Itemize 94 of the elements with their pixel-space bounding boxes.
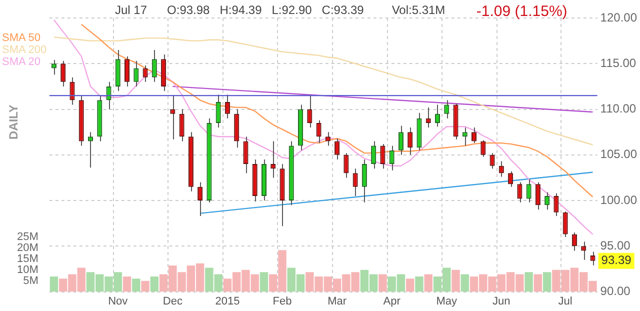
candlestick xyxy=(562,210,568,238)
bar xyxy=(406,278,414,292)
text: SMA 20 xyxy=(2,56,41,68)
y-tick-label: 100.00 xyxy=(600,192,638,207)
bar xyxy=(542,272,552,292)
candlestick xyxy=(270,140,276,178)
candlestick xyxy=(572,232,577,252)
candlestick xyxy=(344,152,349,178)
candlestick xyxy=(362,158,367,203)
candlestick xyxy=(508,170,514,188)
y-tick-label: 105.00 xyxy=(600,147,638,162)
x-tick-label: 2015 xyxy=(215,295,240,308)
candlestick xyxy=(216,94,221,128)
text: Jul 17 xyxy=(115,3,148,17)
candlestick xyxy=(316,120,322,144)
candlestick xyxy=(334,138,340,160)
candlestick xyxy=(472,127,477,144)
candlestick xyxy=(398,125,404,156)
bar xyxy=(424,274,432,292)
candlestick xyxy=(526,179,532,203)
text: Vol:5.31M xyxy=(392,3,446,17)
candlestick xyxy=(106,81,112,110)
candlestick xyxy=(179,108,184,142)
candlestick xyxy=(371,140,376,170)
candlestick xyxy=(444,100,450,119)
candlestick xyxy=(434,104,440,128)
text: C:93.39 xyxy=(322,3,364,17)
y2-tick-label: 25M xyxy=(16,231,38,244)
x-tick-label: Apr xyxy=(383,295,401,308)
x-tick-label: Mar xyxy=(328,295,347,308)
candlestick xyxy=(134,60,139,87)
y2-axis-title: DAILY xyxy=(6,104,20,140)
candlestick xyxy=(590,251,596,266)
candlestick xyxy=(198,182,203,217)
candlestick xyxy=(480,140,486,158)
x-tick-label: May xyxy=(436,295,458,308)
y-tick-label: 115.00 xyxy=(600,56,636,70)
y-tick-label: 120.00 xyxy=(600,10,638,24)
candlestick xyxy=(490,152,495,170)
x-tick-label: Jun xyxy=(492,295,510,308)
candlestick xyxy=(70,76,75,106)
x-tick-label: Nov xyxy=(108,295,128,308)
bar xyxy=(122,276,132,292)
candlestick xyxy=(544,192,550,210)
bar xyxy=(460,274,469,292)
bar xyxy=(378,274,387,292)
candlestick xyxy=(224,94,230,119)
candlestick xyxy=(408,127,413,156)
y-tick-label: 110.00 xyxy=(600,102,636,116)
bar xyxy=(524,272,533,292)
bar xyxy=(150,276,159,292)
series-label: SMA 200 xyxy=(2,44,47,56)
y-tick-label: 95.00 xyxy=(600,238,631,252)
bar xyxy=(50,276,58,292)
text: L:92.90 xyxy=(272,3,312,17)
y2-tick-label: 5M xyxy=(23,274,38,287)
bar xyxy=(141,280,150,292)
candlestick xyxy=(152,49,157,82)
x-tick-label: Feb xyxy=(272,295,292,308)
candlestick xyxy=(88,132,93,168)
candlestick xyxy=(51,59,56,76)
candlestick xyxy=(581,241,586,260)
candlestick xyxy=(380,143,386,170)
x-tick-label: Jul xyxy=(558,295,572,308)
bar xyxy=(534,274,542,292)
y2-tick-label: 20M xyxy=(16,242,38,254)
candlestick xyxy=(325,132,330,146)
candlestick xyxy=(352,168,358,196)
text: O:93.98 xyxy=(167,3,210,17)
annotation: -1.09 (1.15%) xyxy=(476,3,568,20)
y-tick-label: 90.00 xyxy=(600,284,631,298)
candlestick xyxy=(243,136,248,174)
bar xyxy=(260,272,268,292)
candlestick xyxy=(535,182,540,210)
candlestick xyxy=(462,127,468,146)
bar xyxy=(415,276,424,292)
candlestick xyxy=(498,160,504,178)
candlestick xyxy=(517,182,522,203)
candlestick xyxy=(426,106,431,128)
annotation: 93.39 xyxy=(601,253,632,268)
bar xyxy=(452,270,460,292)
candlestick xyxy=(554,192,559,217)
bar xyxy=(132,278,140,292)
y2-tick-label: 10M xyxy=(16,264,38,276)
y2-tick-label: 15M xyxy=(16,252,38,265)
candlestick xyxy=(142,64,148,82)
candlestick xyxy=(170,95,176,140)
candlestick xyxy=(124,56,130,87)
candlestick xyxy=(389,145,394,171)
text: SMA 50 xyxy=(2,32,41,44)
text: H:94.39 xyxy=(220,3,262,17)
x-tick-label: Dec xyxy=(162,295,183,308)
candlestick xyxy=(307,94,312,128)
candlestick xyxy=(60,60,66,87)
